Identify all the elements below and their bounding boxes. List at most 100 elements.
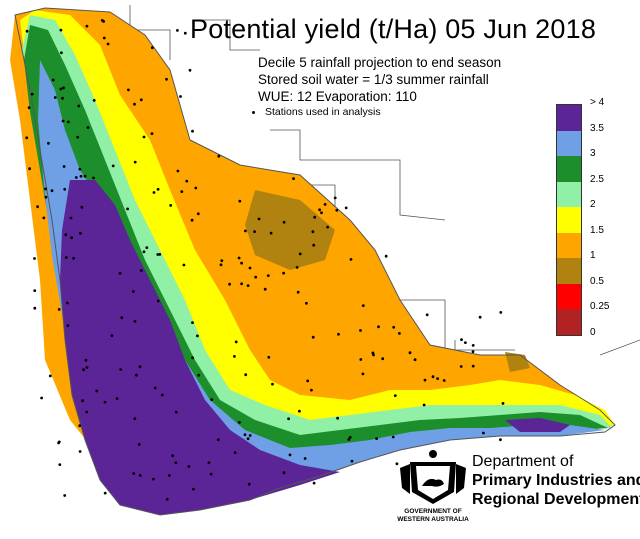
station-dot (42, 216, 46, 220)
station-dot (371, 351, 375, 355)
station-dot (72, 256, 75, 260)
station-dot (85, 410, 89, 414)
station-dot (398, 332, 401, 335)
station-dot (150, 132, 154, 136)
station-dot (133, 320, 137, 323)
yield-zones (10, 8, 615, 515)
station-dot (282, 220, 286, 224)
station-dot (59, 87, 63, 91)
station-dot (142, 250, 146, 254)
station-dot (335, 208, 339, 212)
station-dot (182, 263, 186, 267)
station-dot (171, 454, 175, 458)
station-dot (66, 324, 70, 328)
station-dot (191, 129, 194, 133)
legend-swatch (557, 130, 581, 156)
station-dot (318, 208, 321, 212)
station-dot (188, 68, 192, 72)
station-dot (217, 154, 221, 158)
wa-government-crest-icon (400, 450, 466, 504)
legend-label: 0 (590, 326, 596, 338)
station-dot (27, 106, 31, 110)
station-dot (312, 243, 316, 247)
station-dot (269, 231, 273, 235)
station-dot (442, 379, 446, 382)
station-dot (160, 393, 164, 397)
station-dot (139, 98, 143, 102)
station-dot (359, 358, 363, 361)
station-dot (413, 358, 417, 362)
station-dot (460, 338, 463, 341)
station-dot (313, 215, 317, 219)
station-dot (375, 437, 378, 440)
station-dot (296, 290, 300, 294)
station-dot (76, 135, 80, 139)
station-dot (33, 257, 36, 260)
station-dot (118, 271, 122, 275)
station-dot (106, 42, 110, 46)
station-dots (25, 19, 505, 501)
station-dot (271, 382, 274, 386)
station-dot (77, 104, 81, 108)
station-dot (359, 329, 362, 332)
station-dot (84, 358, 88, 362)
station-dot (111, 164, 115, 168)
station-dot (234, 340, 238, 344)
station-dot (238, 199, 242, 203)
zone-purple-coast (505, 418, 570, 432)
region-outlines (129, 5, 640, 410)
station-dot (436, 377, 439, 380)
station-dot (63, 494, 67, 497)
station-dot (207, 461, 211, 465)
station-dot (233, 355, 236, 358)
legend-swatch (557, 181, 581, 207)
station-dot (408, 351, 412, 355)
station-dot (137, 443, 141, 446)
subtitle-projection: Decile 5 rainfall projection to end seas… (258, 55, 502, 70)
station-dot (61, 96, 64, 100)
station-dot (64, 233, 68, 237)
station-dot (142, 135, 146, 139)
station-dot (240, 282, 244, 286)
station-dot (216, 438, 220, 442)
station-dot (25, 29, 29, 33)
station-dot (431, 375, 435, 379)
station-dot (61, 119, 65, 123)
station-dot (298, 252, 302, 256)
station-dot (323, 203, 327, 206)
station-dot (66, 301, 69, 305)
station-dot (209, 472, 213, 476)
station-dot (196, 212, 200, 216)
station-dot (196, 334, 199, 338)
station-dot (306, 379, 310, 383)
station-dot (312, 481, 316, 485)
station-dot (103, 491, 107, 495)
govt-text: GOVERNMENT OF WESTERN AUSTRALIA (392, 508, 474, 524)
station-dot (57, 441, 60, 445)
station-dot (310, 388, 313, 392)
dept-line-2: Primary Industries and (472, 472, 640, 489)
station-dot (36, 205, 39, 209)
station-dot (40, 396, 43, 400)
station-dot (92, 99, 96, 102)
station-dot (267, 355, 271, 359)
station-dot (361, 372, 365, 376)
station-dot (132, 472, 136, 475)
legend-swatch (557, 105, 581, 131)
station-dot (337, 332, 340, 336)
station-dot (28, 167, 31, 171)
station-dot (266, 274, 270, 277)
station-dot (254, 275, 258, 279)
station-dot (243, 433, 247, 437)
station-dot (133, 102, 136, 106)
station-dot (58, 463, 62, 466)
station-dot (102, 20, 105, 23)
legend-swatch (557, 156, 581, 182)
station-dot (60, 51, 63, 55)
station-dot (51, 78, 55, 82)
map-title: Potential yield (t/Ha) 05 Jun 2018 (190, 14, 597, 44)
station-dot (139, 269, 143, 272)
station-dot (228, 282, 232, 286)
station-dot (282, 471, 286, 475)
station-dot (92, 176, 95, 180)
